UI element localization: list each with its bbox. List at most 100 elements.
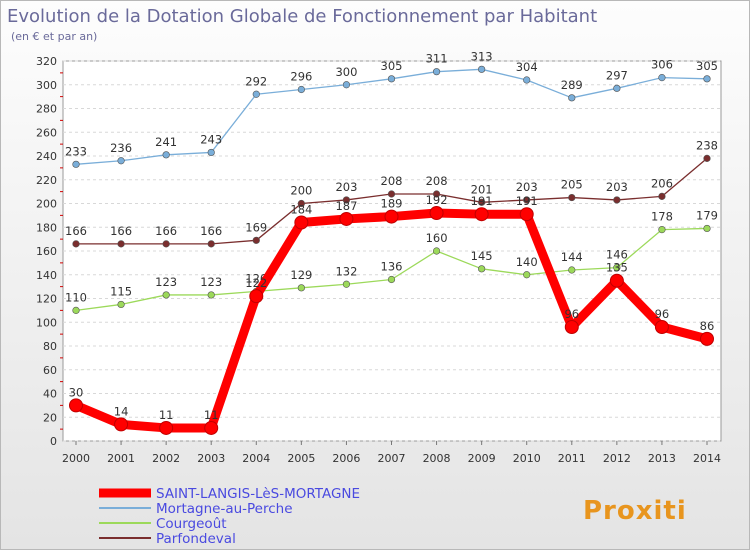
legend-label: Parfondeval [156,531,236,547]
legend-label: Courgeoût [156,516,227,532]
data-point [252,236,260,244]
data-point [658,226,666,234]
plot-area: 0 20 40 60 80 100 120 140 160 180 200 220 240 260 280 3… [36,49,722,465]
data-label: 192 [426,193,448,207]
data-label: 179 [696,208,718,222]
data-point [207,240,215,248]
data-point [613,84,621,92]
data-label: 110 [65,290,87,304]
data-point [658,192,666,200]
data-label: 236 [110,141,132,155]
data-label: 304 [516,60,538,74]
x-tick-label: 2002 [152,452,180,465]
data-label: 160 [426,231,448,245]
data-point [384,209,399,224]
data-point [658,74,666,82]
x-tick-label: 2010 [513,452,541,465]
data-point [117,300,125,309]
data-point [117,240,125,248]
data-point [294,215,309,230]
data-label: 203 [606,180,628,194]
data-point [564,320,579,334]
x-tick-label: 2013 [648,452,676,465]
data-point [568,266,576,274]
data-label: 166 [110,224,132,238]
data-label: 191 [471,194,493,208]
data-label: 292 [245,74,267,88]
data-point [159,420,174,435]
x-tick-label: 2004 [242,452,270,465]
data-label: 238 [696,138,718,152]
data-point [114,417,129,432]
y-tick-label: 80 [43,340,57,353]
data-label: 145 [471,249,493,263]
data-point [429,206,444,220]
x-tick-label: 2000 [62,452,90,465]
data-label: 135 [606,261,628,275]
data-label: 11 [159,408,174,422]
data-label: 206 [651,176,673,190]
data-label: 297 [606,68,628,82]
x-tick-label: 2007 [378,452,406,465]
series-mortagne-au-perche: 233 236 241 243 292 296 300 305 311 313 304 289 297 3… [65,49,718,168]
y-tick-label: 120 [36,293,57,306]
data-point [162,291,170,299]
data-label: 306 [651,58,673,72]
data-point [207,148,215,157]
data-label: 11 [204,408,219,422]
data-label: 241 [155,135,177,149]
y-tick-label: 160 [36,245,57,258]
y-tick-label: 60 [43,364,57,377]
data-label: 96 [564,307,579,321]
data-point [162,240,170,248]
x-tick-label: 2005 [287,452,315,465]
x-tick-label: 2006 [332,452,360,465]
data-label: 166 [65,224,87,238]
data-point [72,240,80,248]
series-parfondeval: 166 166 166 166 169 200 203 208 208 201 203 205 203 2… [65,138,718,248]
data-label: 178 [651,210,673,224]
x-tick-label: 2001 [107,452,135,465]
data-point [568,193,576,202]
y-tick-label: 300 [36,79,57,92]
data-label: 144 [561,250,583,264]
data-point [613,196,621,204]
data-point [478,65,486,73]
data-label: 115 [110,284,132,298]
data-point [703,75,711,83]
data-label: 129 [290,268,312,282]
y-tick-label: 40 [43,388,57,401]
data-label: 189 [381,197,403,211]
data-label: 136 [381,260,403,274]
data-point [252,90,260,98]
data-label: 123 [200,275,222,289]
data-label: 311 [426,52,448,66]
data-label: 296 [290,70,312,84]
data-label: 305 [381,59,403,73]
x-tick-label: 2003 [197,452,225,465]
data-point [523,196,531,204]
data-point [339,211,354,226]
data-label: 205 [561,178,583,192]
data-point [700,331,714,346]
y-tick-label: 0 [50,435,57,448]
data-label: 208 [381,174,403,188]
x-tick-label: 2008 [423,452,451,465]
y-tick-label: 20 [43,411,57,424]
data-label: 166 [155,224,177,238]
legend: SAINT-LANGIS-LèS-MORTAGNEMortagne-au-Per… [99,486,360,547]
x-tick-label: 2011 [558,452,586,465]
y-tick-label: 180 [36,221,57,234]
data-point [432,68,441,76]
data-point [342,280,351,288]
data-label: 243 [200,132,222,146]
data-label: 203 [516,180,538,194]
data-label: 203 [335,180,357,194]
data-point [342,81,351,89]
data-label: 305 [696,59,718,73]
data-label: 86 [700,319,715,333]
data-point [72,160,80,168]
data-label: 30 [69,385,84,399]
